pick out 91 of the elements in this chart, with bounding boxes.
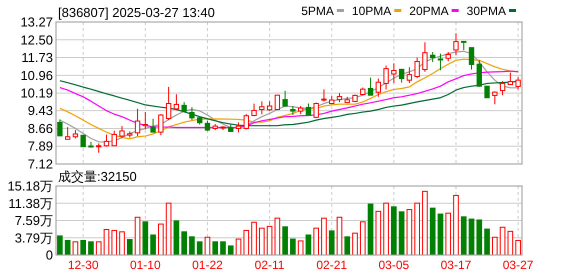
bar <box>422 190 428 256</box>
bar <box>236 238 242 256</box>
x-tick-label: 12-30 <box>68 258 99 272</box>
y-tick-label: 13.27 <box>20 14 53 30</box>
bar <box>445 212 452 256</box>
bar <box>88 241 94 256</box>
bar <box>406 209 412 256</box>
bar <box>158 224 164 256</box>
bar <box>508 230 514 256</box>
bar <box>414 202 420 256</box>
bar <box>119 231 125 256</box>
bar <box>80 240 86 256</box>
bar <box>150 234 156 256</box>
bar <box>258 228 265 256</box>
bar <box>306 234 312 256</box>
bar <box>383 202 389 256</box>
bar <box>460 216 467 256</box>
bar <box>274 218 280 256</box>
bar <box>189 236 195 256</box>
bar <box>181 231 187 256</box>
bar <box>476 220 482 256</box>
candlestick <box>391 62 397 84</box>
x-tick-label: 01-22 <box>192 258 224 272</box>
bar <box>492 236 498 256</box>
bar <box>104 229 110 256</box>
y-tick-label: 15.18万 <box>7 178 53 194</box>
legend-label: 20PMA <box>409 4 449 18</box>
bar <box>298 240 304 256</box>
bar <box>368 204 374 256</box>
bar <box>212 241 218 256</box>
y-tick-label: 12.50 <box>20 32 53 48</box>
bar <box>282 226 288 256</box>
bar <box>126 239 133 256</box>
bar <box>204 236 210 256</box>
bar <box>515 240 521 256</box>
legend-label: 10PMA <box>352 4 392 18</box>
x-tick-label: 03-17 <box>440 258 472 272</box>
bar <box>430 208 436 256</box>
bar <box>251 222 257 256</box>
bar <box>328 230 335 256</box>
y-tick-label: 9.43 <box>28 103 53 118</box>
chart-title: 成交量:32150 <box>58 169 137 184</box>
bar <box>484 228 490 256</box>
x-tick-label: 01-10 <box>130 258 161 272</box>
x-tick-label: 02-21 <box>316 258 348 272</box>
bar <box>375 210 382 256</box>
bar <box>142 221 148 256</box>
bar <box>344 236 350 256</box>
bar <box>96 241 102 256</box>
y-tick-label: 0 <box>46 248 53 262</box>
candlestick <box>142 112 148 130</box>
bar <box>196 241 203 256</box>
bar <box>321 218 327 256</box>
bar <box>468 218 474 256</box>
y-tick-label: 7.12 <box>28 156 53 172</box>
legend-label: 30PMA <box>466 4 506 18</box>
bar <box>453 194 459 256</box>
candlestick <box>438 53 444 71</box>
x-tick-label: 03-27 <box>502 258 534 272</box>
y-tick-label: 7.59万 <box>14 213 53 228</box>
bar <box>500 226 506 256</box>
bar <box>57 235 63 256</box>
y-tick-label: 8.66 <box>28 120 53 136</box>
bar <box>313 228 320 256</box>
bar <box>352 232 358 256</box>
legend-label: 5PMA <box>301 4 334 18</box>
y-tick-label: 10.19 <box>20 86 53 101</box>
bar <box>166 202 172 256</box>
bar <box>336 216 342 256</box>
bar <box>391 206 397 256</box>
bar <box>266 226 272 256</box>
y-tick-label: 11.38万 <box>8 196 53 211</box>
chart-title: [836807] 2025-03-27 13:40 <box>58 5 215 20</box>
bar <box>174 220 180 256</box>
bar <box>290 238 296 256</box>
candlestick <box>376 78 381 98</box>
x-tick-label: 02-11 <box>254 258 285 272</box>
bar <box>360 221 366 256</box>
bar <box>111 230 118 256</box>
bar <box>438 214 444 256</box>
y-tick-label: 3.79万 <box>14 230 53 246</box>
bar <box>220 241 226 256</box>
bar <box>134 216 140 256</box>
bar <box>64 240 70 256</box>
y-tick-label: 10.96 <box>20 68 53 83</box>
y-tick-label: 7.89 <box>28 138 53 154</box>
bar <box>72 241 78 256</box>
bar <box>243 230 250 256</box>
bar <box>398 211 404 256</box>
x-tick-label: 03-05 <box>378 258 410 272</box>
y-tick-label: 11.73 <box>21 50 53 66</box>
